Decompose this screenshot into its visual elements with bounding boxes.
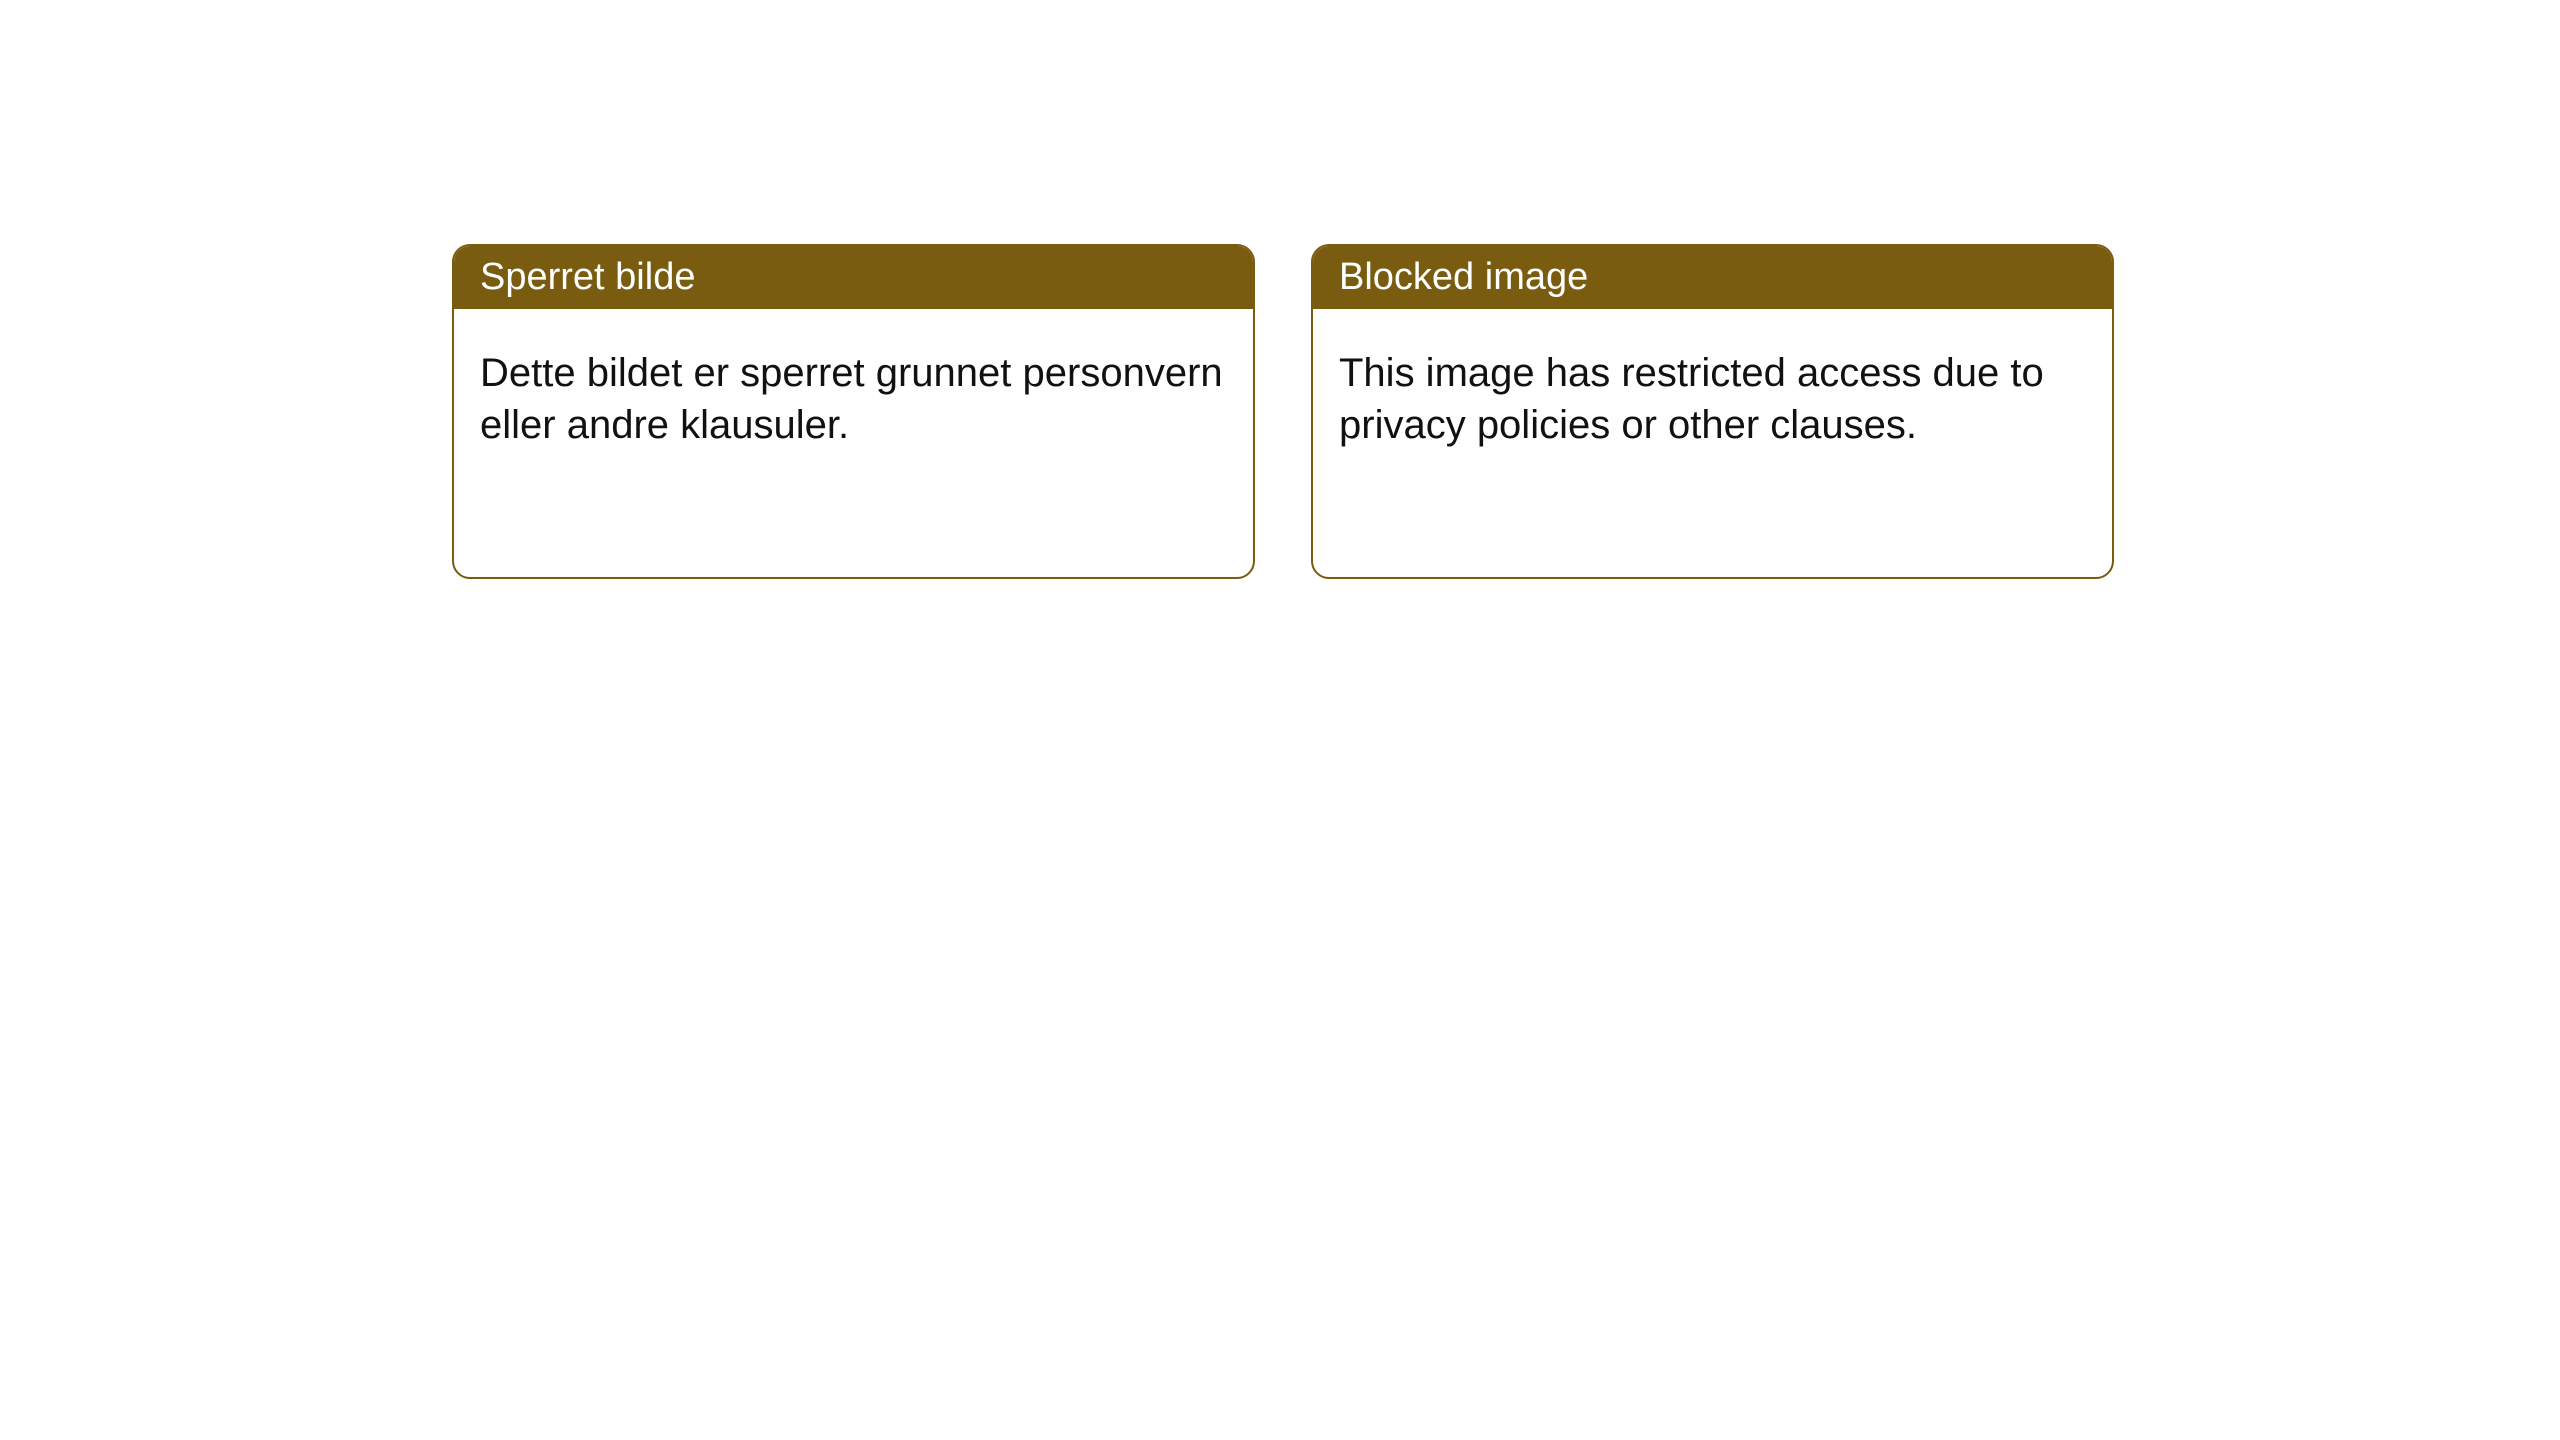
card-title: Sperret bilde — [480, 256, 695, 298]
card-header: Sperret bilde — [454, 246, 1253, 309]
blocked-image-card-no: Sperret bilde Dette bildet er sperret gr… — [452, 244, 1255, 579]
card-header: Blocked image — [1313, 246, 2112, 309]
blocked-image-card-en: Blocked image This image has restricted … — [1311, 244, 2114, 579]
card-body: Dette bildet er sperret grunnet personve… — [454, 309, 1253, 489]
notice-container: Sperret bilde Dette bildet er sperret gr… — [0, 0, 2560, 579]
card-message: Dette bildet er sperret grunnet personve… — [480, 351, 1223, 447]
card-title: Blocked image — [1339, 256, 1588, 298]
card-body: This image has restricted access due to … — [1313, 309, 2112, 489]
card-message: This image has restricted access due to … — [1339, 351, 2044, 447]
